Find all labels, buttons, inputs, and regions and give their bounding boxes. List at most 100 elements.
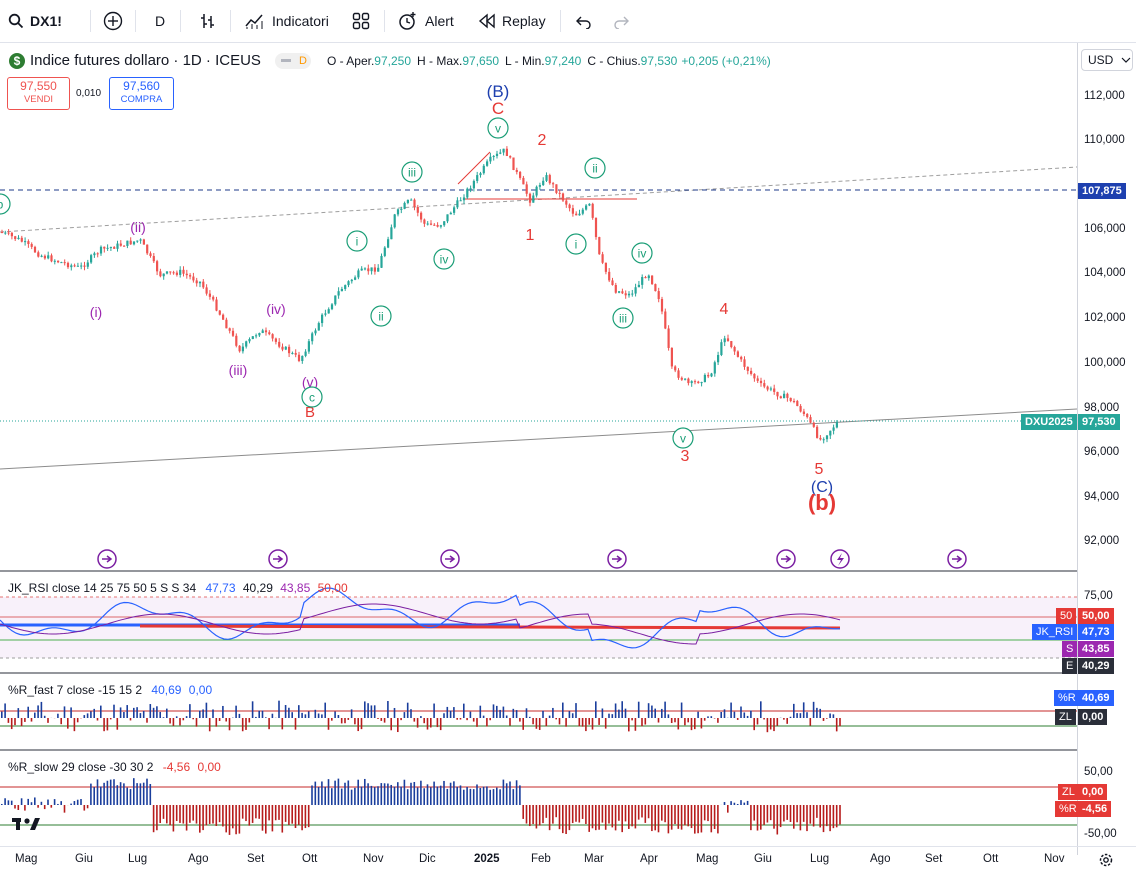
undo-button[interactable] xyxy=(575,0,593,42)
rfast-bar xyxy=(96,718,99,721)
rfast-bar xyxy=(667,714,670,718)
rfast-bar xyxy=(73,718,76,732)
rslow-bar xyxy=(776,805,779,835)
candle-body xyxy=(288,346,291,354)
market-status-badge[interactable]: D xyxy=(274,52,311,69)
rfast-bar xyxy=(571,713,574,718)
rfast-legend[interactable]: %R_fast 7 close -15 15 2 40,69 0,00 xyxy=(8,683,212,697)
candle-body xyxy=(713,362,716,374)
rfast-bar xyxy=(331,718,333,721)
rfast-bar xyxy=(733,711,736,718)
candle-body xyxy=(779,396,782,399)
candle-body xyxy=(482,165,485,174)
rfast-bar xyxy=(83,715,86,718)
rfast-bar xyxy=(387,701,389,718)
settings-button[interactable] xyxy=(1098,852,1114,873)
candle-body xyxy=(469,188,472,190)
candle xyxy=(291,351,294,355)
candle xyxy=(690,380,693,387)
rslow-bar xyxy=(760,805,762,830)
candle xyxy=(512,157,515,171)
rfast-bar xyxy=(796,713,798,718)
symbol-search[interactable]: DX1! xyxy=(8,0,62,42)
chart-type-button[interactable] xyxy=(198,0,216,42)
candle-body xyxy=(486,161,489,166)
interval-button[interactable]: D xyxy=(155,13,166,29)
candle xyxy=(693,379,697,385)
candle-body xyxy=(284,346,287,350)
candle xyxy=(476,171,479,184)
rfast-bar xyxy=(159,711,161,718)
rslow-bar xyxy=(149,783,152,805)
add-symbol-button[interactable] xyxy=(103,0,123,42)
candle xyxy=(172,270,175,275)
main-chart[interactable]: (B) C B 2 1 3 4 5 (C) (b) (ii) (i) (iii)… xyxy=(0,43,1136,881)
rfast-bar xyxy=(463,703,465,718)
chart-title[interactable]: Indice futures dollaro · 1D · ICEUS xyxy=(30,52,261,69)
rfast-bar xyxy=(383,718,386,723)
candle-body xyxy=(693,381,697,383)
rfast-bar xyxy=(70,707,72,718)
rslow-bar xyxy=(251,805,254,823)
replay-button[interactable]: Replay xyxy=(478,0,546,42)
candle xyxy=(723,335,726,347)
layouts-button[interactable] xyxy=(352,0,370,42)
candle xyxy=(304,349,307,358)
rsi-legend[interactable]: JK_RSI close 14 25 75 50 5 S S 34 47,73 … xyxy=(8,581,348,595)
sell-label: VENDI xyxy=(23,94,54,105)
candle-body xyxy=(822,439,825,441)
wave-circle-text: iv xyxy=(440,253,449,267)
buy-button[interactable]: 97,560 COMPRA xyxy=(109,77,174,110)
rslow-bar xyxy=(189,805,191,823)
wave-circle-text: iii xyxy=(408,166,416,180)
indicators-label: Indicatori xyxy=(272,13,329,29)
rslow-bar xyxy=(159,805,161,824)
rfast-bar xyxy=(225,718,227,722)
candle xyxy=(756,375,759,384)
rslow-bar xyxy=(109,779,112,805)
rfast-bar xyxy=(819,708,821,718)
rfast-bar xyxy=(255,716,257,718)
rfast-bar xyxy=(558,718,561,725)
rfast-bar xyxy=(162,717,165,718)
candle xyxy=(218,309,221,316)
redo-button[interactable] xyxy=(612,0,630,42)
rslow-legend[interactable]: %R_slow 29 close -30 30 2 -4,56 0,00 xyxy=(8,760,221,774)
candle xyxy=(637,280,640,288)
candle-body xyxy=(149,253,152,257)
candle-body xyxy=(248,339,251,342)
rfast-bar xyxy=(591,718,594,730)
candle xyxy=(228,327,231,334)
rslow-bar xyxy=(241,805,244,819)
wave-circle-text: ii xyxy=(592,162,597,176)
candle xyxy=(588,203,591,207)
candle xyxy=(17,235,20,240)
rslow-bar xyxy=(835,805,838,828)
rfast-bar xyxy=(271,713,274,718)
candle xyxy=(377,264,380,272)
rfast-bar xyxy=(585,718,587,732)
candle xyxy=(618,290,621,294)
rfast-bar xyxy=(238,713,241,718)
candle-body xyxy=(717,354,720,363)
wave-circle xyxy=(487,117,509,139)
rslow-bar xyxy=(357,779,359,805)
candle xyxy=(644,275,647,279)
candle-body xyxy=(403,202,406,209)
time-tick: Mag xyxy=(15,853,38,865)
candle xyxy=(281,343,284,352)
rfast-bar xyxy=(251,701,254,718)
indicators-button[interactable]: Indicatori xyxy=(244,0,329,42)
candle-body xyxy=(99,246,103,254)
candle-body xyxy=(321,314,324,324)
candle-body xyxy=(396,209,400,215)
rfast-bar xyxy=(166,708,168,718)
rsi-tag-s-label: S xyxy=(1062,641,1078,657)
sell-button[interactable]: 97,550 VENDI xyxy=(7,77,70,110)
rslow-tag-zl-label: ZL xyxy=(1058,784,1079,800)
alert-button[interactable]: Alert xyxy=(397,0,454,42)
candle-body xyxy=(750,370,753,374)
rfast-bar xyxy=(433,703,435,718)
currency-select[interactable]: USD xyxy=(1081,49,1133,71)
rfast-bar xyxy=(291,712,293,718)
